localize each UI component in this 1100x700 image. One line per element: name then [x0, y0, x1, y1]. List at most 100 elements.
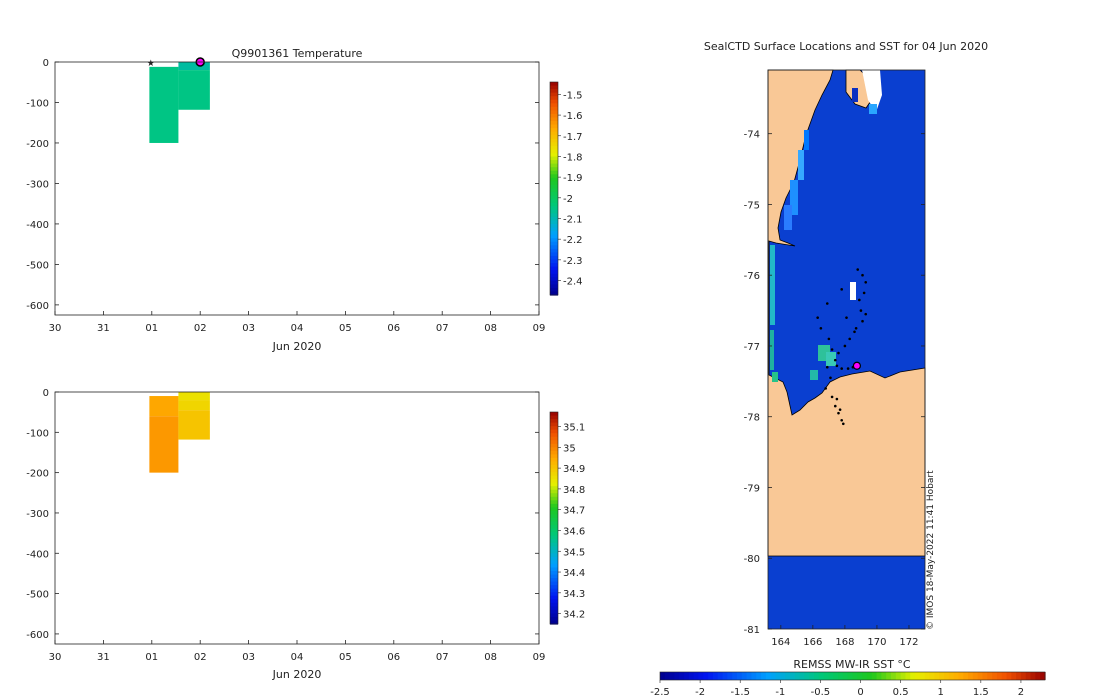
map-y-tick-label: -78 [744, 413, 760, 424]
sst-colorbar-segment [746, 672, 753, 680]
y-tick-label: 0 [43, 388, 49, 399]
sst-colorbar-segment [871, 672, 878, 680]
dive-point-32 [840, 418, 843, 422]
colorbar-segment [550, 85, 558, 90]
x-tick-label: 08 [484, 323, 497, 334]
sst-colorbar-segment [862, 672, 868, 680]
sst-colorbar-segment [688, 672, 695, 680]
profile-0-bin-0 [149, 396, 179, 417]
sst-colorbar-segment [679, 672, 685, 680]
dive-point-25 [830, 348, 834, 351]
colorbar-segment [550, 496, 558, 501]
colorbar-segment [550, 181, 558, 186]
sst-colorbar-tick-label: -1.5 [730, 687, 750, 698]
sst-colorbar-segment [958, 672, 964, 680]
colorbar-segment [550, 92, 558, 97]
sst-colorbar-segment [741, 672, 748, 680]
temperature-axes-box [54, 61, 540, 316]
salinity-colorbar: 35.1 35 34.9 34.8 34.7 34.6 34.5 34.4 34.3 34.2 [549, 411, 585, 625]
colorbar-tick-label: -1.5 [563, 90, 583, 101]
sst-colorbar-segment [698, 672, 704, 680]
colorbar-segment [550, 507, 558, 512]
colorbar-tick-label: -2.4 [563, 277, 583, 288]
colorbar-segment [550, 613, 558, 618]
sst-colorbar-segment [881, 672, 887, 680]
y-tick-label: -500 [26, 590, 49, 601]
dive-point-24 [845, 316, 848, 319]
colorbar-segment [550, 273, 558, 278]
map-axes: -74 -75 -76 -77 -78 -79 -80 -81 164 166 168 170 172 [744, 130, 925, 648]
colorbar-segment [550, 135, 558, 140]
colorbar-segment [550, 224, 558, 229]
colorbar-segment [550, 89, 558, 94]
sst-coastal-cell-0 [770, 245, 775, 325]
sst-colorbar-segment [1016, 672, 1022, 680]
sst-colorbar-segment [809, 672, 815, 680]
dive-point-22 [825, 302, 829, 305]
colorbar-tick-label: 34.7 [563, 506, 585, 517]
sst-coastal-cell-6 [784, 205, 792, 230]
colorbar-segment [550, 287, 558, 293]
dive-point-26 [825, 365, 829, 369]
dive-point-9 [853, 330, 856, 334]
sst-coastal-cell-9 [810, 370, 818, 380]
colorbar-segment [550, 581, 558, 586]
sst-colorbar-segment [996, 672, 1003, 680]
colorbar-segment [550, 103, 558, 108]
colorbar-tick-label: -2 [563, 194, 573, 205]
colorbar-frame [549, 411, 559, 625]
temperature-title: Q9901361 Temperature [232, 47, 363, 60]
colorbar-segment [550, 571, 558, 576]
x-tick-label: 02 [194, 323, 207, 334]
colorbar-segment [550, 539, 558, 544]
colorbar-segment [550, 128, 558, 133]
map-y-tick-label: -76 [744, 271, 760, 282]
salinity-panel: 30 31 01 02 03 04 05 06 07 08 09 0 -100 -200 -300 -400 -… [26, 388, 585, 681]
colorbar-segment [550, 553, 558, 558]
sst-colorbar-segment [833, 672, 839, 680]
dive-point-10 [848, 337, 852, 341]
sst-colorbar-segment [886, 672, 892, 680]
sst-colorbar: -2.5 -2 -1.5 -1 -0.5 0 0.5 1 1.5 2 [650, 671, 1046, 698]
sst-colorbar-segment [934, 672, 940, 680]
colorbar-segment [550, 177, 558, 182]
dive-point-11 [843, 344, 847, 348]
y-tick-label: -400 [26, 549, 49, 560]
temperature-xlabel: Jun 2020 [272, 340, 322, 353]
colorbar-segment [550, 585, 558, 590]
map-x-tick-label: 170 [867, 637, 886, 648]
colorbar-segment [550, 542, 558, 547]
colorbar-segment [550, 206, 558, 211]
dive-point-27 [829, 376, 832, 380]
colorbar-segment [550, 238, 558, 243]
map-credit: © IMOS 18-May-2022 11:41 Hobart [926, 470, 936, 630]
sst-colorbar-segment [943, 672, 950, 680]
sst-colorbar-segment [1030, 672, 1036, 680]
sst-colorbar-segment [900, 672, 907, 680]
colorbar-segment [550, 482, 558, 487]
colorbar-segment [550, 255, 558, 261]
sst-colorbar-segment [664, 672, 671, 680]
dive-point-33 [841, 422, 845, 426]
colorbar-segment [550, 213, 558, 218]
colorbar-segment [550, 174, 558, 179]
map-title: SealCTD Surface Locations and SST for 04… [704, 40, 988, 53]
colorbar-segment [550, 599, 558, 604]
sst-coastal-cell-11 [869, 104, 877, 114]
map-y-tick-label: -77 [744, 342, 760, 353]
dive-point-3 [862, 291, 866, 295]
sst-colorbar-segment [948, 672, 955, 680]
sst-colorbar-tick-label: 0 [857, 687, 863, 698]
colorbar-segment [550, 291, 558, 296]
x-tick-label: 30 [49, 652, 62, 663]
sst-colorbar-segment [987, 672, 993, 680]
colorbar-segment [550, 202, 558, 207]
colorbar-segment [550, 121, 558, 126]
colorbar-segment [550, 532, 558, 537]
x-tick-label: 06 [387, 652, 400, 663]
profile-1-bin-0 [178, 62, 210, 71]
colorbar-segment [550, 170, 558, 175]
colorbar-segment [550, 521, 558, 526]
colorbar-tick-label: 34.2 [563, 610, 585, 621]
sst-map [767, 69, 926, 630]
